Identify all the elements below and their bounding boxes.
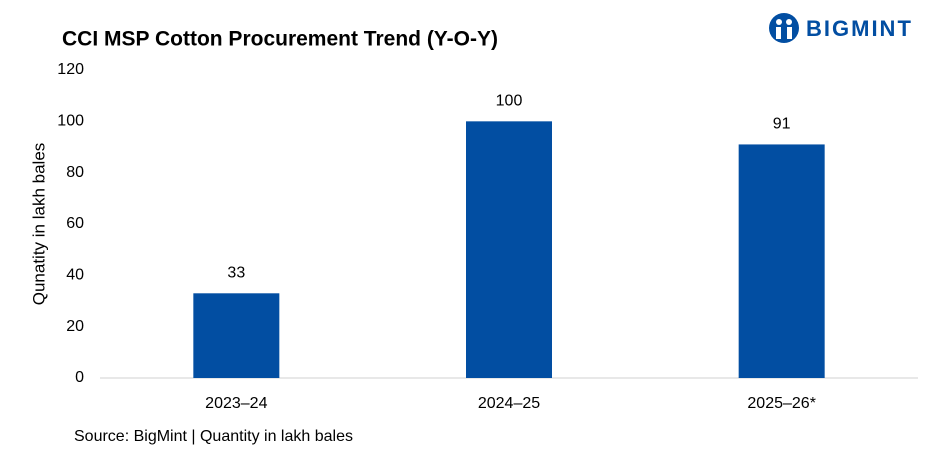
y-tick-label: 120 xyxy=(57,61,84,78)
chart-title: CCI MSP Cotton Procurement Trend (Y-O-Y) xyxy=(62,28,498,51)
logo-text: BIGMINT xyxy=(806,16,913,41)
data-label: 33 xyxy=(227,265,245,282)
y-tick-label: 100 xyxy=(57,113,84,130)
y-tick-label: 20 xyxy=(66,318,84,335)
data-label: 100 xyxy=(496,93,523,110)
data-label: 91 xyxy=(773,116,791,133)
bar xyxy=(738,144,825,378)
x-tick-label: 2023–24 xyxy=(205,395,267,412)
source-note: Source: BigMint | Quantity in lakh bales xyxy=(74,428,353,445)
bar xyxy=(193,293,280,378)
y-tick-label: 60 xyxy=(66,215,84,232)
y-axis-title: Qunatity in lakh bales xyxy=(29,143,48,306)
bar xyxy=(466,121,552,378)
y-tick-label: 0 xyxy=(75,369,84,386)
y-tick-label: 40 xyxy=(66,267,84,284)
x-tick-label: 2025–26* xyxy=(747,395,816,412)
x-tick-label: 2024–25 xyxy=(478,395,540,412)
y-tick-label: 80 xyxy=(66,164,84,181)
logo-icon xyxy=(769,13,799,43)
